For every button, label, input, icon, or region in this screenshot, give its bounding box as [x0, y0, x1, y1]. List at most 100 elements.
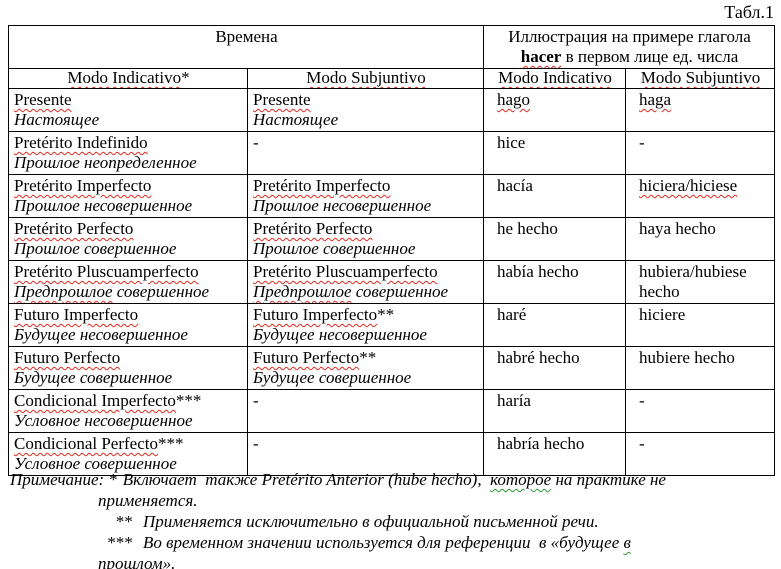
text-segment: habría hecho — [497, 434, 585, 453]
text-segment: Pretérito Pluscuamperfecto — [14, 262, 199, 281]
cell-tense-subjuntivo: - — [247, 131, 484, 175]
text-segment: Включает также Pretérito Anterior (hube … — [122, 470, 491, 489]
cell-tense-indicativo: Pretérito Pluscuamperfecto Предпрошлое со… — [8, 260, 248, 304]
text-segment: Иллюстрация на примере глагола — [508, 27, 751, 46]
cell-example-indicativo: he hecho — [483, 217, 626, 261]
tense-row: Pretérito Pluscuamperfecto Предпрошлое со… — [8, 260, 775, 304]
cell-line: hiciera/hiciese — [639, 176, 770, 196]
times-label: Времена — [215, 27, 278, 46]
text-segment: - — [639, 391, 645, 410]
cell-line: Futuro Imperfecto** — [253, 305, 479, 325]
cell-line: habría hecho — [497, 434, 621, 454]
cell-tense-subjuntivo: Pretérito Pluscuamperfecto Предпрошлое со… — [247, 260, 484, 304]
cell-tense-indicativo: Futuro Imperfecto Будущее несовершенное — [8, 303, 248, 347]
text-segment: Настоящее — [253, 110, 339, 129]
cell-example-subjuntivo: haya hecho — [625, 217, 775, 261]
tense-row: Pretérito Indefinido Прошлое неопределенн… — [8, 131, 775, 175]
cell-line: Pretérito Imperfecto — [253, 176, 479, 196]
cell-line: haré — [497, 305, 621, 325]
cell-example-subjuntivo: hiciere — [625, 303, 775, 347]
tenses-table: Времена Иллюстрация на примере глагола h… — [8, 25, 775, 476]
cell-line: - — [639, 133, 770, 153]
text-segment: совершенное — [112, 282, 210, 301]
cell-line: hago — [497, 90, 621, 110]
cell-example-subjuntivo: hiciera/hiciese — [625, 174, 775, 218]
cell-tense-subjuntivo: Futuro Imperfecto** Будущее несовершенное — [247, 303, 484, 347]
text-segment: hubiera/hubiese hecho — [639, 262, 751, 301]
mode-header-row: Modo Indicativo* Modo Subjuntivo Modo Indi… — [8, 68, 775, 89]
text-segment: Будущее несовершенное — [253, 325, 427, 344]
note-line: прошлом». — [10, 553, 774, 569]
text-segment: haga — [639, 90, 672, 109]
cell-line: Прошлое неопределенное — [14, 153, 243, 173]
text-segment: Во временном значении используется для р… — [143, 533, 624, 552]
text-segment: he hecho — [497, 219, 558, 238]
header-times: Времена — [8, 25, 484, 69]
text-segment: - — [639, 434, 645, 453]
text-segment: Предпрошлое — [14, 282, 113, 301]
cell-line: Pretérito Indefinido — [14, 133, 243, 153]
text-segment: Condicional Perfecto — [14, 434, 158, 453]
cell-line: Условное совершенное — [14, 454, 243, 474]
text-segment: ** — [377, 305, 395, 324]
text-segment: ** — [359, 348, 377, 367]
cell-line: Presente — [253, 90, 479, 110]
cell-line: - — [253, 434, 479, 454]
cell-line: habré hecho — [497, 348, 621, 368]
text-segment: había hecho — [497, 262, 579, 281]
cell-line: Pretérito Imperfecto — [14, 176, 243, 196]
text-segment: Futuro Imperfecto — [14, 305, 139, 324]
text-segment: Прошлое несовершенное — [14, 196, 193, 215]
text-segment: Pretérito Perfecto — [14, 219, 134, 238]
table-header: Времена Иллюстрация на примере глагола h… — [8, 25, 775, 89]
cell-line: Прошлое совершенное — [14, 239, 243, 259]
cell-example-indicativo: hacía — [483, 174, 626, 218]
text-segment: Presente — [14, 90, 72, 109]
tense-row: Pretérito Imperfecto Прошлое несовершенно… — [8, 174, 775, 218]
text-segment: * — [181, 68, 190, 87]
cell-line: haría — [497, 391, 621, 411]
cell-line: Pretérito Perfecto — [14, 219, 243, 239]
cell-tense-subjuntivo: Futuro Perfecto** Будущее совершенное — [247, 346, 484, 390]
text-segment: haya hecho — [639, 219, 716, 238]
cell-tense-indicativo: Futuro Perfecto Будущее совершенное — [8, 346, 248, 390]
text-segment: Futuro Perfecto — [14, 348, 121, 367]
cell-line: Условное несовершенное — [14, 411, 243, 431]
cell-line: Настоящее — [253, 110, 479, 130]
header-illustration: Иллюстрация на примере глагола hacer в п… — [483, 25, 775, 69]
text-segment: Условное несовершенное — [14, 411, 193, 430]
text-segment: - — [253, 391, 259, 410]
cell-example-indicativo: haría — [483, 389, 626, 433]
cell-line: hiciere — [639, 305, 770, 325]
text-segment: - — [253, 434, 259, 453]
cell-line: hubiera/hubiese hecho — [639, 262, 770, 302]
tense-row: Futuro Perfecto Будущее совершенное Futuro… — [8, 346, 775, 390]
table-body: Presente Настоящее Presente Настоящее hago ha… — [8, 88, 775, 476]
text-segment: Прошлое совершенное — [253, 239, 416, 258]
text-segment: применяется. — [98, 491, 198, 510]
cell-line: Presente — [14, 90, 243, 110]
text-segment: Прошлое совершенное — [14, 239, 177, 258]
text-segment: Предпрошлое — [253, 282, 352, 301]
footnote-marker: *** — [106, 533, 133, 552]
text-segment: Прошлое несовершенное — [253, 196, 432, 215]
cell-line: Будущее совершенное — [253, 368, 479, 388]
tense-row: Futuro Imperfecto Будущее несовершенное Fu… — [8, 303, 775, 347]
cell-example-indicativo: había hecho — [483, 260, 626, 304]
cell-tense-indicativo: Condicional Perfecto*** Условное совершен… — [8, 432, 248, 476]
cell-line: he hecho — [497, 219, 621, 239]
cell-line: - — [639, 391, 770, 411]
illustration-line-2: hacer в первом лице ед. числа — [489, 47, 770, 67]
cell-tense-subjuntivo: - — [247, 432, 484, 476]
cell-line: Pretérito Pluscuamperfecto — [14, 262, 243, 282]
text-segment: Прошлое неопределенное — [14, 153, 197, 172]
cell-tense-subjuntivo: - — [247, 389, 484, 433]
cell-tense-indicativo: Pretérito Imperfecto Прошлое несовершенно… — [8, 174, 248, 218]
cell-tense-indicativo: Pretérito Indefinido Прошлое неопределенн… — [8, 131, 248, 175]
text-segment: в первом лице ед. числа — [561, 47, 739, 66]
cell-line: Futuro Imperfecto — [14, 305, 243, 325]
text-segment: Условное совершенное — [14, 454, 177, 473]
cell-example-indicativo: hice — [483, 131, 626, 175]
mode-header-indicativo-times: Modo Indicativo* — [8, 68, 248, 89]
footnote-marker: ** — [115, 512, 132, 531]
